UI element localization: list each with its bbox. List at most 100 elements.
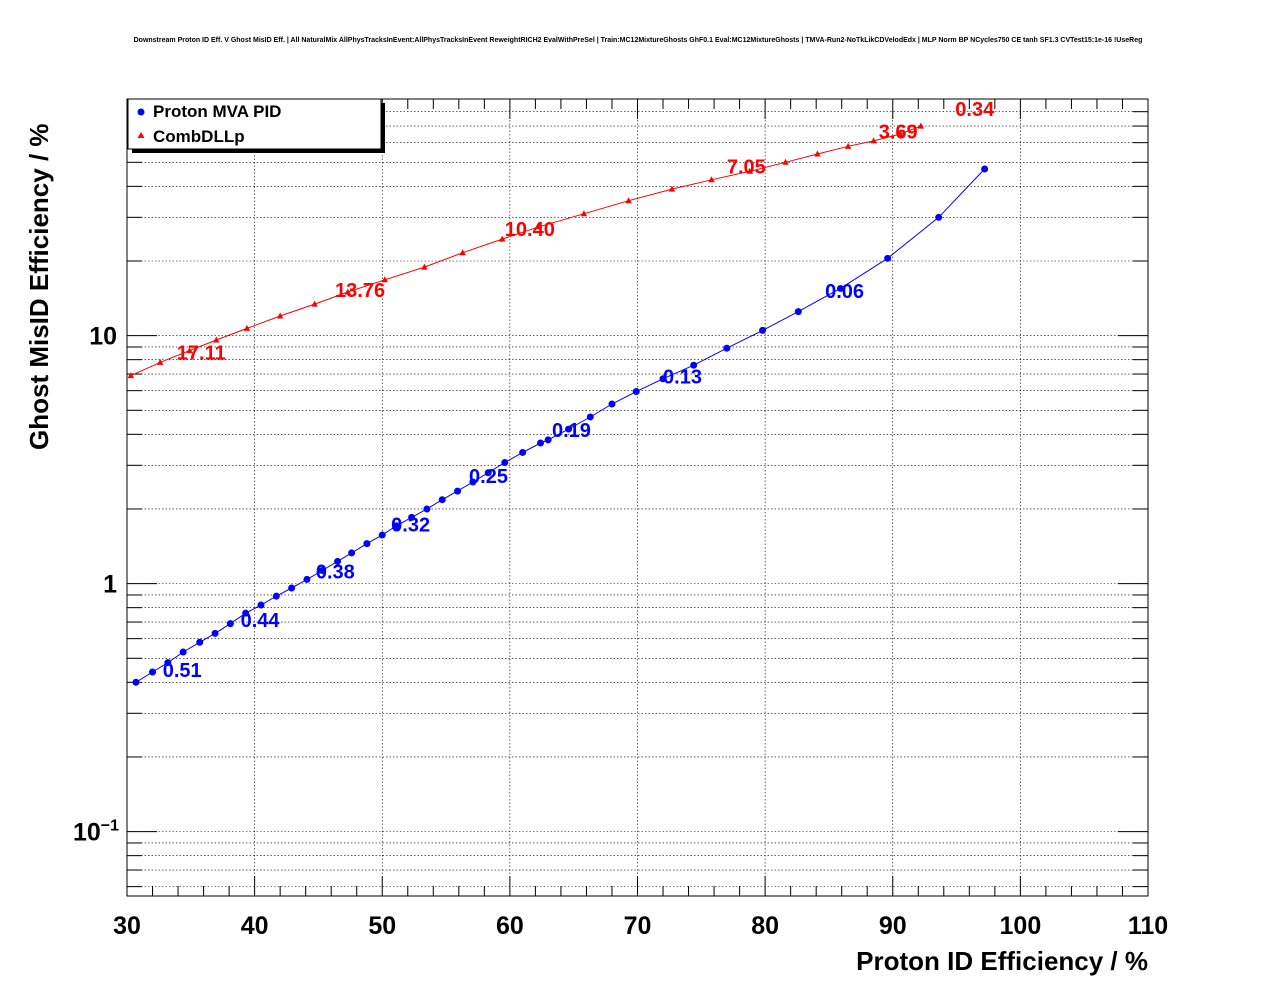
legend-marker-combdllp	[137, 132, 145, 138]
point-label-proton-mva-pid: 0.38	[316, 561, 355, 583]
x-axis-label: Proton ID Efficiency / %	[856, 946, 1148, 976]
legend-marker-proton-mva-pid	[137, 108, 145, 116]
data-point-combdllp	[421, 263, 428, 270]
data-point-proton-mva-pid	[690, 361, 698, 369]
data-point-proton-mva-pid	[469, 478, 477, 486]
legend-label-proton-mva-pid: Proton MVA PID	[153, 102, 281, 121]
data-point-proton-mva-pid	[303, 575, 311, 583]
data-point-proton-mva-pid	[334, 557, 342, 565]
point-label-combdllp: 10.40	[505, 219, 555, 241]
data-point-combdllp	[625, 197, 632, 204]
data-point-proton-mva-pid	[288, 584, 296, 592]
data-point-proton-mva-pid	[794, 308, 802, 316]
data-point-proton-mva-pid	[132, 678, 140, 686]
data-point-combdllp	[311, 300, 318, 307]
legend-box	[127, 98, 382, 150]
data-point-proton-mva-pid	[348, 549, 356, 557]
data-point-proton-mva-pid	[149, 668, 157, 676]
x-tick-label: 90	[879, 912, 907, 940]
data-point-proton-mva-pid	[759, 326, 767, 334]
series-line-combdllp	[130, 125, 921, 377]
point-label-combdllp: 0.34	[955, 99, 995, 121]
data-point-combdllp	[897, 130, 904, 137]
data-point-combdllp	[156, 358, 164, 365]
data-point-proton-mva-pid	[378, 531, 386, 539]
data-point-combdllp	[746, 167, 754, 174]
data-point-proton-mva-pid	[519, 448, 527, 456]
y-tick-label: 10−1	[73, 818, 119, 847]
data-point-proton-mva-pid	[226, 620, 234, 628]
data-point-proton-mva-pid	[723, 344, 731, 352]
data-point-combdllp	[814, 150, 821, 157]
x-tick-label: 60	[496, 912, 524, 940]
point-label-proton-mva-pid: 0.06	[825, 281, 864, 303]
x-tick-label: 100	[1000, 912, 1042, 940]
data-point-proton-mva-pid	[392, 522, 400, 530]
data-point-combdllp	[186, 347, 193, 354]
data-point-proton-mva-pid	[408, 513, 416, 521]
data-point-proton-mva-pid	[586, 413, 594, 421]
data-point-proton-mva-pid	[179, 648, 187, 656]
data-point-combdllp	[917, 122, 925, 129]
legend-label-combdllp: CombDLLp	[153, 127, 245, 146]
data-point-proton-mva-pid	[423, 505, 431, 513]
data-point-proton-mva-pid	[484, 469, 492, 477]
data-point-combdllp	[708, 176, 715, 183]
data-point-combdllp	[381, 276, 389, 283]
grid	[127, 98, 1148, 896]
data-point-proton-mva-pid	[318, 566, 326, 574]
data-point-proton-mva-pid	[565, 425, 573, 433]
chart-title: Downstream Proton ID Eff. V Ghost MisID …	[134, 37, 1143, 44]
point-label-proton-mva-pid: 0.44	[241, 610, 281, 632]
data-point-proton-mva-pid	[242, 609, 250, 617]
data-point-proton-mva-pid	[935, 213, 943, 221]
data-point-proton-mva-pid	[438, 496, 446, 504]
point-label-proton-mva-pid: 0.19	[552, 420, 591, 442]
data-point-combdllp	[127, 372, 135, 379]
data-point-proton-mva-pid	[257, 601, 265, 609]
data-point-proton-mva-pid	[659, 375, 667, 383]
x-tick-label: 50	[368, 912, 396, 940]
x-tick-label: 80	[751, 912, 779, 940]
data-point-combdllp	[213, 336, 220, 343]
data-point-proton-mva-pid	[884, 254, 892, 262]
point-label-combdllp: 13.76	[335, 280, 385, 302]
point-label-proton-mva-pid: 0.32	[391, 515, 430, 537]
data-point-combdllp	[536, 223, 543, 230]
point-label-combdllp: 3.69	[879, 121, 918, 143]
y-axis-label: Ghost MisID Efficiency / %	[24, 123, 54, 450]
x-tick-label: 70	[624, 912, 652, 940]
point-label-proton-mva-pid: 0.13	[663, 367, 702, 389]
x-tick-label: 30	[113, 912, 141, 940]
data-point-combdllp	[499, 235, 506, 242]
data-point-proton-mva-pid	[454, 487, 462, 495]
data-point-proton-mva-pid	[537, 439, 545, 447]
data-point-proton-mva-pid	[608, 400, 616, 408]
data-point-proton-mva-pid	[272, 592, 280, 600]
y-tick-label: 1	[103, 571, 117, 599]
data-point-combdllp	[243, 324, 251, 331]
data-point-proton-mva-pid	[211, 629, 219, 637]
data-point-combdllp	[344, 288, 351, 295]
data-point-proton-mva-pid	[981, 165, 989, 173]
data-point-proton-mva-pid	[196, 638, 204, 646]
point-labels: 0.51 0.44 0.38 0.32 0.25 0.19 0.13 0.06 17.11 13.…	[163, 99, 995, 682]
data-point-combdllp	[870, 137, 877, 144]
point-label-proton-mva-pid: 0.51	[163, 660, 202, 682]
data-point-proton-mva-pid	[836, 284, 844, 292]
data-point-combdllp	[580, 210, 588, 217]
y-tick-label: 10	[89, 323, 117, 351]
data-point-proton-mva-pid	[501, 458, 509, 466]
data-point-combdllp	[782, 158, 789, 165]
x-tick-label: 40	[241, 912, 269, 940]
data-point-combdllp	[276, 312, 284, 319]
data-point-combdllp	[668, 185, 676, 192]
data-point-proton-mva-pid	[632, 388, 640, 396]
series-layer	[127, 122, 989, 686]
data-point-combdllp	[844, 142, 852, 149]
x-tick-label: 110	[1128, 912, 1168, 940]
data-point-combdllp	[459, 249, 466, 256]
legend: Proton MVA PID CombDLLp	[127, 98, 385, 153]
